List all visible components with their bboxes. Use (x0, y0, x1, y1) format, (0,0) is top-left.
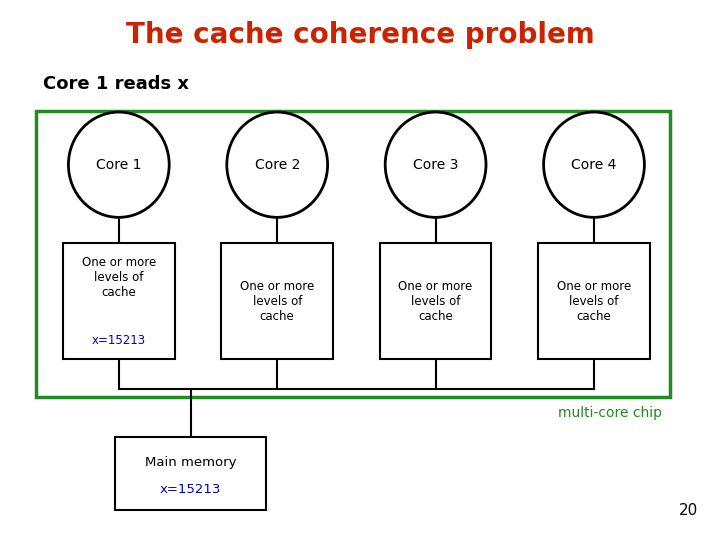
Text: One or more
levels of
cache: One or more levels of cache (81, 256, 156, 299)
Ellipse shape (544, 112, 644, 217)
Text: x=15213: x=15213 (160, 483, 222, 496)
Ellipse shape (68, 112, 169, 217)
FancyBboxPatch shape (222, 243, 333, 359)
Text: One or more
levels of
cache: One or more levels of cache (557, 280, 631, 322)
FancyBboxPatch shape (36, 111, 670, 397)
Text: Core 3: Core 3 (413, 158, 459, 172)
Text: Core 4: Core 4 (571, 158, 617, 172)
Ellipse shape (385, 112, 486, 217)
FancyBboxPatch shape (63, 243, 174, 359)
Text: The cache coherence problem: The cache coherence problem (125, 21, 595, 49)
Text: Core 2: Core 2 (254, 158, 300, 172)
Text: Main memory: Main memory (145, 456, 237, 469)
Text: One or more
levels of
cache: One or more levels of cache (398, 280, 473, 322)
Text: One or more
levels of
cache: One or more levels of cache (240, 280, 315, 322)
Text: multi-core chip: multi-core chip (559, 406, 662, 420)
FancyBboxPatch shape (380, 243, 491, 359)
FancyBboxPatch shape (115, 437, 266, 510)
Text: 20: 20 (679, 503, 698, 518)
Ellipse shape (227, 112, 328, 217)
Text: Core 1 reads x: Core 1 reads x (43, 75, 189, 93)
Text: Core 1: Core 1 (96, 158, 142, 172)
FancyBboxPatch shape (538, 243, 649, 359)
Text: x=15213: x=15213 (91, 334, 146, 347)
